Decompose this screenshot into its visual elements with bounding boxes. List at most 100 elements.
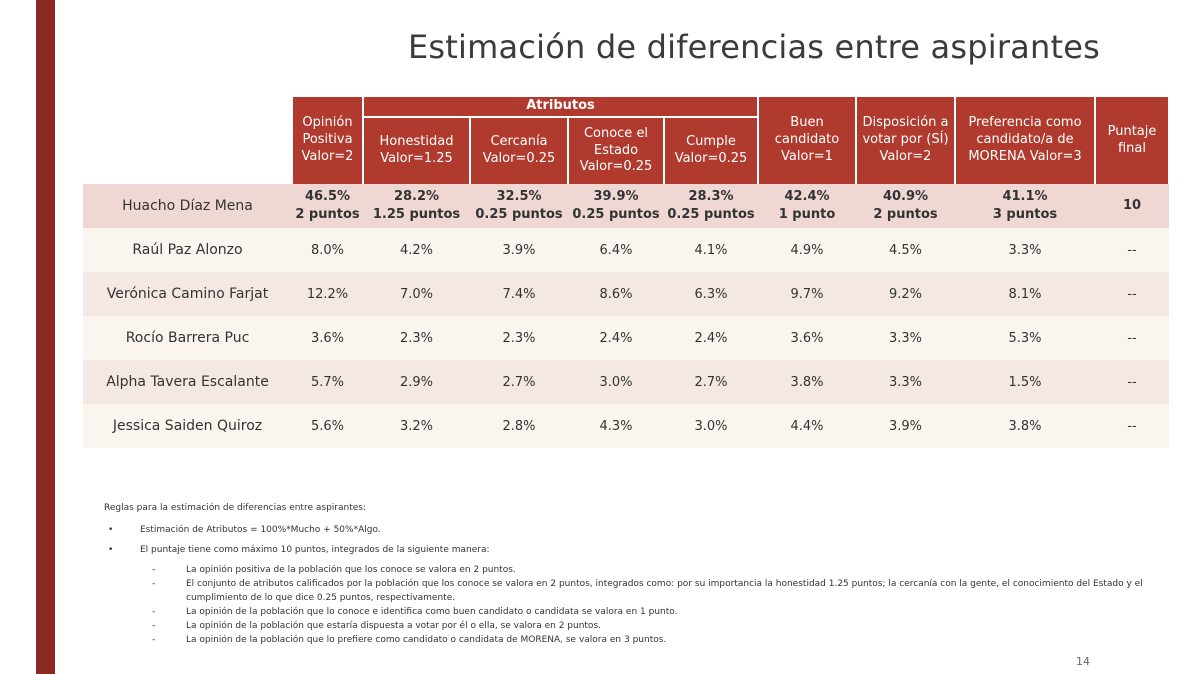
cell-conoce: 8.6% <box>568 272 664 316</box>
cell-points: 3 puntos <box>992 207 1058 222</box>
dash-icon: - <box>152 620 156 631</box>
cell-cumple: 28.3% 0.25 puntos <box>664 184 758 228</box>
table-row: Rocío Barrera Puc 3.6% 2.3% 2.3% 2.4% 2.… <box>83 316 1169 360</box>
cell-cercania: 32.5% 0.25 puntos <box>470 184 568 228</box>
rules-sub-item: - La opinión de la población que estaría … <box>152 620 1144 634</box>
cell-percent: 32.5% <box>496 189 542 205</box>
rules-intro: Reglas para la estimación de diferencias… <box>104 503 366 513</box>
rules-bullet: • El puntaje tiene como máximo 10 puntos… <box>104 544 1144 558</box>
cell-percent: 42.4% <box>784 189 830 205</box>
cell-buen: 4.9% <box>758 228 856 272</box>
cell-points: 2 puntos <box>873 207 938 222</box>
cell-honestidad: 7.0% <box>363 272 470 316</box>
header-opinion-positiva: Opinión Positiva Valor=2 <box>291 97 364 184</box>
rules-sub-text: La opinión de la población que lo conoce… <box>186 606 678 617</box>
cell-puntaje: -- <box>1095 404 1169 448</box>
cell-conoce: 4.3% <box>568 404 664 448</box>
cell-preferencia: 41.1% 3 puntos <box>955 184 1095 228</box>
header-conoce-estado: Conoce el Estado Valor=0.25 <box>567 117 665 184</box>
cell-disposicion: 9.2% <box>856 272 955 316</box>
page-number: 14 <box>1076 655 1090 668</box>
candidate-name: Raúl Paz Alonzo <box>83 228 292 272</box>
dash-icon: - <box>152 564 156 575</box>
cell-opinion: 5.6% <box>292 404 363 448</box>
cell-cumple: 2.7% <box>664 360 758 404</box>
rules-sub-text: La opinión de la población que estaría d… <box>186 620 601 631</box>
cell-disposicion: 4.5% <box>856 228 955 272</box>
cell-opinion: 3.6% <box>292 316 363 360</box>
cell-puntaje: -- <box>1095 316 1169 360</box>
cell-conoce: 39.9% 0.25 puntos <box>568 184 664 228</box>
table-row: Verónica Camino Farjat 12.2% 7.0% 7.4% 8… <box>83 272 1169 316</box>
candidate-name: Jessica Saiden Quiroz <box>83 404 292 448</box>
cell-percent: 39.9% <box>593 189 639 205</box>
rules-bullet: • Estimación de Atributos = 100%*Mucho +… <box>104 524 1144 538</box>
side-accent-bar <box>36 0 55 674</box>
table-row: Alpha Tavera Escalante 5.7% 2.9% 2.7% 3.… <box>83 360 1169 404</box>
cell-cumple: 2.4% <box>664 316 758 360</box>
cell-buen: 42.4% 1 punto <box>758 184 856 228</box>
header-disposicion: Disposición a votar por (SÍ) Valor=2 <box>855 97 956 184</box>
cell-percent: 40.9% <box>882 189 929 205</box>
bullet-icon: • <box>108 524 114 535</box>
table-row: Huacho Díaz Mena 46.5% 2 puntos 28.2% 1.25… <box>83 184 1169 228</box>
rules-sub-item: - La opinión de la población que lo conoc… <box>152 606 1144 620</box>
cell-percent: 41.1% <box>1002 189 1048 205</box>
cell-puntaje: -- <box>1095 360 1169 404</box>
header-preferencia: Preferencia como candidato/a de MORENA V… <box>954 97 1096 184</box>
cell-percent: 28.3% <box>688 189 734 205</box>
rules-sub-item: - El conjunto de atributos calificados po… <box>152 578 1144 606</box>
cell-preferencia: 3.3% <box>955 228 1095 272</box>
candidate-name: Huacho Díaz Mena <box>83 184 292 228</box>
header-blank <box>83 97 292 184</box>
cell-cercania: 3.9% <box>470 228 568 272</box>
rules-bullet-text: El puntaje tiene como máximo 10 puntos, … <box>140 544 490 555</box>
cell-percent: 46.5% <box>304 189 351 205</box>
header-puntaje-final: Puntaje final <box>1094 97 1170 184</box>
rules-sub-list: - La opinión positiva de la población que… <box>104 564 1144 648</box>
cell-points: 2 puntos <box>295 207 360 222</box>
cell-disposicion: 3.3% <box>856 360 955 404</box>
cell-preferencia: 5.3% <box>955 316 1095 360</box>
cell-percent: 28.2% <box>393 189 440 205</box>
rules-bullet-text: Estimación de Atributos = 100%*Mucho + 5… <box>140 524 381 535</box>
cell-honestidad: 28.2% 1.25 puntos <box>363 184 470 228</box>
cell-points: 0.25 puntos <box>475 207 563 222</box>
rules-sub-item: - La opinión positiva de la población que… <box>152 564 1144 578</box>
dash-icon: - <box>152 606 156 617</box>
cell-cercania: 2.8% <box>470 404 568 448</box>
cell-conoce: 6.4% <box>568 228 664 272</box>
cell-opinion: 5.7% <box>292 360 363 404</box>
header-cercania: Cercanía Valor=0.25 <box>469 117 569 184</box>
cell-honestidad: 4.2% <box>363 228 470 272</box>
cell-cercania: 7.4% <box>470 272 568 316</box>
cell-buen: 9.7% <box>758 272 856 316</box>
dash-icon: - <box>152 634 156 645</box>
cell-conoce: 2.4% <box>568 316 664 360</box>
candidate-name: Alpha Tavera Escalante <box>83 360 292 404</box>
page-title: Estimación de diferencias entre aspirant… <box>408 28 1100 66</box>
cell-preferencia: 1.5% <box>955 360 1095 404</box>
header-honestidad: Honestidad Valor=1.25 <box>362 117 471 184</box>
cell-preferencia: 3.8% <box>955 404 1095 448</box>
cell-buen: 3.8% <box>758 360 856 404</box>
cell-cumple: 4.1% <box>664 228 758 272</box>
candidate-name: Verónica Camino Farjat <box>83 272 292 316</box>
rules-sub-text: La opinión de la población que lo prefie… <box>186 634 667 645</box>
cell-points: 0.25 puntos <box>572 207 660 222</box>
cell-puntaje: -- <box>1095 272 1169 316</box>
cell-disposicion: 40.9% 2 puntos <box>856 184 955 228</box>
cell-preferencia: 8.1% <box>955 272 1095 316</box>
cell-points: 1.25 puntos <box>372 207 461 222</box>
rules-sub-text: La opinión positiva de la población que … <box>186 564 516 575</box>
header-cumple: Cumple Valor=0.25 <box>663 117 759 184</box>
table-row: Jessica Saiden Quiroz 5.6% 3.2% 2.8% 4.3… <box>83 404 1169 448</box>
cell-honestidad: 2.9% <box>363 360 470 404</box>
cell-opinion: 12.2% <box>292 272 363 316</box>
rules-sub-text: El conjunto de atributos calificados por… <box>186 578 1143 603</box>
dash-icon: - <box>152 578 156 589</box>
cell-buen: 4.4% <box>758 404 856 448</box>
cell-honestidad: 3.2% <box>363 404 470 448</box>
cell-cumple: 6.3% <box>664 272 758 316</box>
bullet-icon: • <box>108 544 114 555</box>
